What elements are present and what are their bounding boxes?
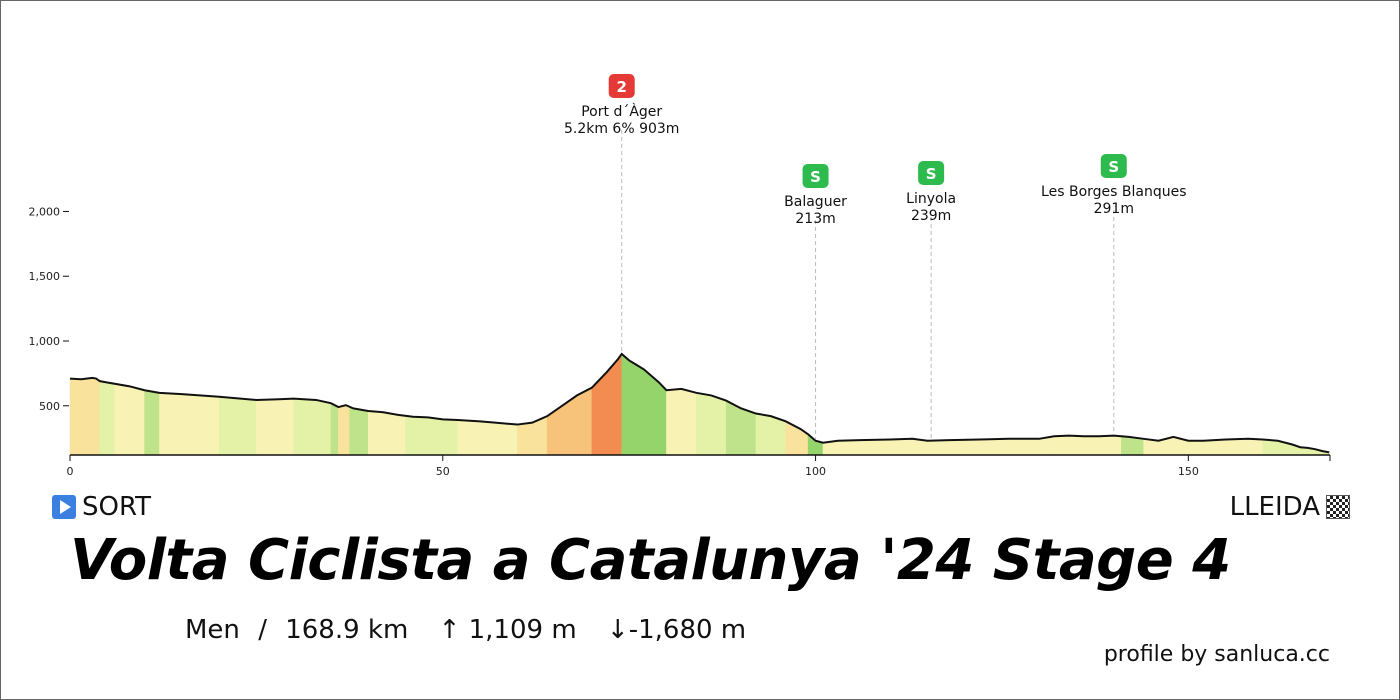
elevation-line [69, 352, 1330, 454]
gradient-segment [1262, 439, 1330, 456]
distance: 168.9 km [285, 615, 409, 645]
x-tick-label: 150 [1178, 465, 1199, 478]
race-title: Volta Ciclista a Catalunya '24 Stage 4 [70, 528, 1231, 593]
climb-info: 291m [1094, 201, 1134, 217]
climb-name: Port d´Àger [581, 103, 662, 120]
stage-stats: Men / 168.9 km ↑ 1,109 m ↓-1,680 m [185, 615, 768, 645]
y-tick-label: 1,500 [29, 270, 61, 283]
gradient-segment [636, 364, 667, 456]
sprint-badge [802, 164, 829, 188]
gradient-segment [591, 353, 622, 456]
elevation-profile-chart: 0 50 100 150 500 1,000 1,500 2,000 2 Port d´Àger… [29, 74, 1331, 478]
descent: ↓-1,680 m [606, 615, 747, 645]
gradient-segment [666, 388, 697, 456]
badge-label: S [1108, 158, 1119, 176]
climb-name: Balaguer [784, 194, 847, 210]
sprint-badge [918, 161, 945, 185]
sprint-badge [1100, 154, 1127, 178]
stats-separator: / [258, 615, 267, 645]
gradient-segment [293, 398, 332, 456]
y-tick-label: 1,000 [29, 335, 61, 348]
axes: 0 50 100 150 500 1,000 1,500 2,000 [29, 205, 1331, 478]
climb-info: 239m [911, 208, 951, 224]
climb-name: Linyola [906, 191, 956, 207]
category: Men [185, 615, 240, 645]
x-tick-label: 100 [805, 465, 826, 478]
gradient-segment [1053, 435, 1085, 456]
gradient-segment [696, 392, 727, 456]
credit: profile by sanluca.cc [1103, 642, 1330, 667]
gradient-segment [576, 387, 593, 456]
gradient-segment [256, 398, 294, 456]
checkered-flag-icon [1326, 495, 1350, 519]
play-icon [52, 495, 76, 519]
x-tick-label: 50 [436, 465, 450, 478]
gradient-segment [1083, 435, 1122, 456]
gradient-segment [367, 410, 406, 456]
badge-label: S [926, 165, 937, 183]
climb-info: 5.2km 6% 903m [564, 121, 679, 137]
gradient-segment [349, 406, 369, 456]
badge-label: 2 [616, 78, 626, 96]
climb-category-badge [608, 74, 635, 98]
gradient-segment [159, 392, 220, 456]
gradient-segment [330, 402, 339, 456]
gradient-segment [99, 380, 115, 456]
badge-label: S [810, 168, 821, 186]
gradient-segment [114, 383, 145, 456]
gradient-segment [218, 396, 257, 456]
grid-lines [70, 211, 1330, 405]
finish-location: LLEIDA [1230, 492, 1350, 522]
y-tick-label: 2,000 [29, 205, 61, 218]
gradient-segment [546, 394, 578, 456]
climb-name: Les Borges Blanques [1041, 184, 1186, 200]
gradient-segments [69, 353, 1330, 456]
gradient-segment [457, 419, 518, 456]
x-tick-label: 0 [67, 465, 74, 478]
ascent: ↑ 1,109 m [438, 615, 577, 645]
gradient-segment [621, 353, 637, 456]
y-tick-label: 500 [39, 400, 60, 413]
start-location: SORT [52, 492, 151, 522]
climb-info: 213m [795, 211, 835, 227]
gradient-segment [338, 404, 350, 456]
gradient-segment [405, 415, 458, 456]
finish-label: LLEIDA [1229, 492, 1320, 522]
gradient-segment [144, 389, 160, 456]
start-label: SORT [82, 492, 152, 522]
gradient-segment [69, 377, 101, 456]
